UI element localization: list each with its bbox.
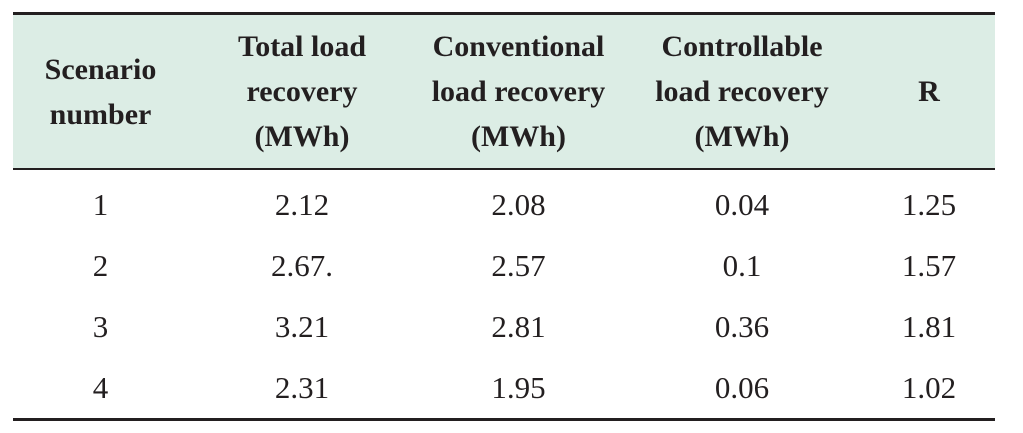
cell-total-load-recovery: 3.21: [274, 308, 330, 344]
cell-controllable-load-recovery: 0.04: [714, 186, 770, 222]
table-row: 1 2.12 2.08 0.04 1.25: [13, 169, 995, 235]
cell-controllable-load-recovery: 0.06: [621, 357, 863, 421]
cell-controllable-load-recovery: 0.1: [722, 247, 762, 283]
cell-r: 1.57: [901, 247, 957, 283]
cell-total-load-recovery: 2.31: [188, 357, 416, 421]
cell-scenario-number: 3: [92, 308, 109, 344]
header-conventional-load-recovery: Conventional load recovery (MWh): [416, 12, 621, 170]
cell-total-load-recovery: 2.67.: [271, 247, 333, 283]
data-table-container: Scenario number Total load recovery (MWh…: [13, 12, 995, 421]
cell-conventional-load-recovery: 2.81: [491, 308, 546, 344]
header-total-load-recovery: Total load recovery (MWh): [188, 12, 416, 170]
cell-r: 1.81: [901, 308, 957, 344]
load-recovery-table: Scenario number Total load recovery (MWh…: [13, 12, 995, 421]
table-body: 1 2.12 2.08 0.04 1.25 2 2.67. 2.57 0.1 1…: [13, 169, 995, 421]
table-row: 3 3.21 2.81 0.36 1.81: [13, 296, 995, 357]
table-row: 2 2.67. 2.57 0.1 1.57: [13, 235, 995, 296]
table-header: Scenario number Total load recovery (MWh…: [13, 12, 995, 170]
cell-r: 1.25: [901, 186, 957, 222]
cell-conventional-load-recovery: 2.57: [491, 247, 546, 283]
header-row: Scenario number Total load recovery (MWh…: [13, 12, 995, 170]
cell-conventional-load-recovery: 2.08: [491, 186, 546, 222]
cell-conventional-load-recovery: 1.95: [416, 357, 621, 421]
cell-controllable-load-recovery: 0.36: [714, 308, 770, 344]
cell-scenario-number: 4: [13, 357, 188, 421]
cell-scenario-number: 2: [92, 247, 109, 283]
header-r: R: [863, 12, 995, 170]
header-scenario-number: Scenario number: [13, 12, 188, 170]
cell-total-load-recovery: 2.12: [274, 186, 330, 222]
header-controllable-load-recovery: Controllable load recovery (MWh): [621, 12, 863, 170]
cell-scenario-number: 1: [92, 186, 109, 222]
cell-r: 1.02: [863, 357, 995, 421]
table-row: 4 2.31 1.95 0.06 1.02: [13, 357, 995, 421]
